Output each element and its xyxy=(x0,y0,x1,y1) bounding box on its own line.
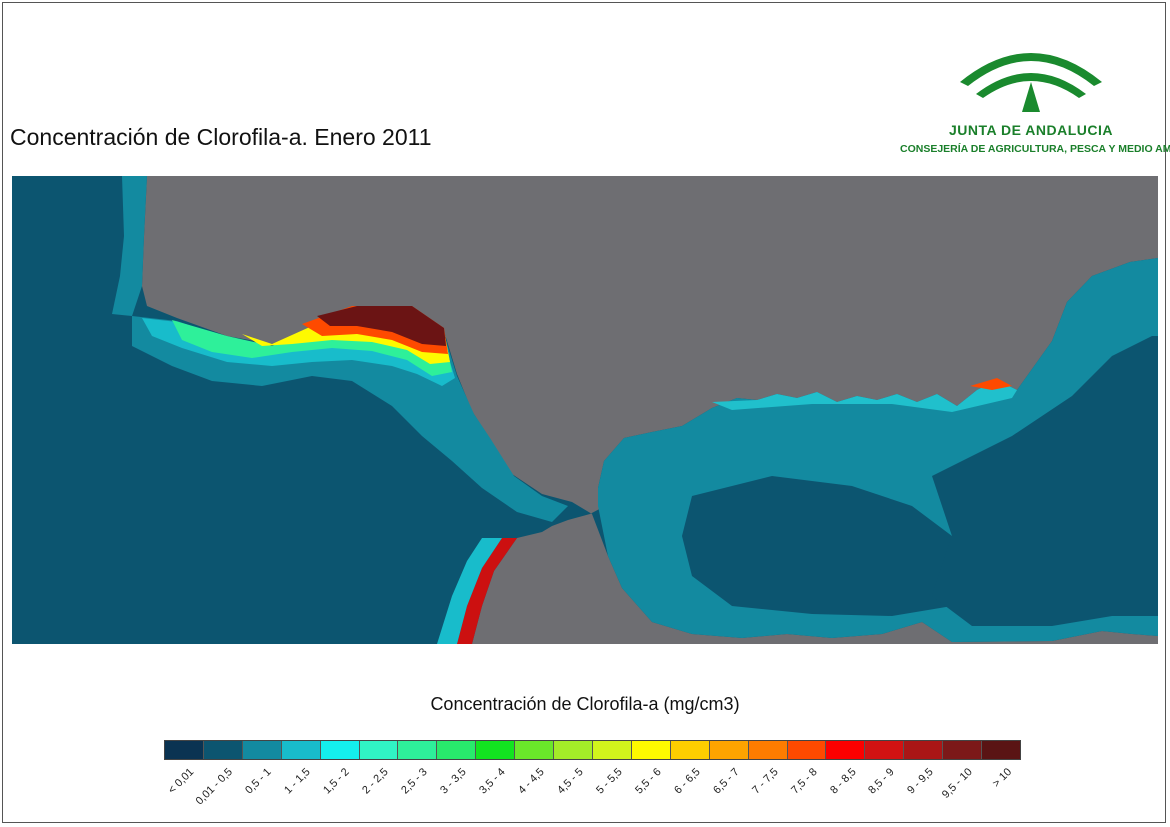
eastern-basin-low xyxy=(932,336,1158,626)
legend-label-text: 7,5 - 8 xyxy=(788,766,820,797)
legend-swatch xyxy=(398,741,438,759)
spanish-med-coast-band xyxy=(712,380,1017,412)
legend-label-text: 3,5 - 4 xyxy=(477,766,508,797)
legend-label-text: 8,5 - 9 xyxy=(866,766,898,797)
legend-swatch xyxy=(437,741,477,759)
legend-label-text: 7 - 7,5 xyxy=(749,766,781,797)
legend-label-text: 2 - 2,5 xyxy=(360,766,391,797)
chlorophyll-map xyxy=(12,176,1158,644)
portugal-coastal-band xyxy=(112,176,147,316)
logo-line2: CONSEJERÍA DE AGRICULTURA, PESCA Y MEDIO… xyxy=(900,143,1170,155)
legend-swatch xyxy=(709,741,749,759)
legend-swatch xyxy=(359,741,399,759)
med-coast-hotspot xyxy=(970,378,1012,390)
legend-swatch xyxy=(943,741,983,759)
morocco-coast-band xyxy=(437,538,502,644)
legend-label-text: < 0,01 xyxy=(165,766,196,797)
legend-label-text: 2,5 - 3 xyxy=(399,766,430,797)
legend-swatch xyxy=(242,741,282,759)
morocco-coast-red xyxy=(457,538,517,644)
legend-swatch xyxy=(203,741,243,759)
legend-swatch xyxy=(826,741,866,759)
legend-label-text: 9,5 - 10 xyxy=(940,766,976,801)
legend-label-text: 0,5 - 1 xyxy=(243,766,274,797)
legend-label-text: 1,5 - 2 xyxy=(321,766,352,797)
legend-swatch xyxy=(787,741,827,759)
legend-label-text: 4 - 4,5 xyxy=(516,766,547,797)
legend-swatch xyxy=(476,741,516,759)
legend-title: Concentración de Clorofila-a (mg/cm3) xyxy=(430,694,740,714)
legend-label-text: 3 - 3,5 xyxy=(438,766,469,797)
legend-label-text: > 10 xyxy=(990,766,1015,790)
alboran-central-low xyxy=(682,476,972,616)
legend-label-text: 9 - 9,5 xyxy=(905,766,937,797)
legend-label-text: 5 - 5,5 xyxy=(593,766,625,797)
legend-swatch xyxy=(515,741,555,759)
legend-swatch xyxy=(904,741,944,759)
legend-swatch xyxy=(670,741,710,759)
legend-swatch xyxy=(320,741,360,759)
legend-swatch xyxy=(865,741,905,759)
legend-color-bar xyxy=(164,740,1021,760)
legend-label-text: 5,5 - 6 xyxy=(632,766,664,797)
legend-swatch xyxy=(281,741,321,759)
legend-swatch xyxy=(592,741,632,759)
legend-label-text: 1 - 1,5 xyxy=(282,766,313,797)
atlantic-coastal-band xyxy=(132,311,568,522)
legend-swatch xyxy=(982,741,1020,759)
land-mass xyxy=(142,176,1158,644)
legend-swatch xyxy=(554,741,593,759)
legend-swatch xyxy=(165,741,204,759)
legend-swatch xyxy=(631,741,671,759)
legend-label-text: 0,01 - 0,5 xyxy=(193,766,235,808)
map-title: Concentración de Clorofila-a. Enero 2011 xyxy=(10,124,432,150)
legend-label-text: 8 - 8,5 xyxy=(827,766,859,797)
legend-swatch xyxy=(748,741,788,759)
legend-label-text: 6 - 6,5 xyxy=(671,766,703,797)
logo-emblem-icon xyxy=(960,53,1102,112)
guadalquivir-high-zone xyxy=(317,306,446,346)
legend-label-text: 6,5 - 7 xyxy=(710,766,742,797)
junta-andalucia-logo: JUNTA DE ANDALUCIA CONSEJERÍA DE AGRICUL… xyxy=(900,30,1170,160)
logo-line1: JUNTA DE ANDALUCIA xyxy=(948,122,1114,138)
legend-label-text: 4,5 - 5 xyxy=(554,766,586,797)
legend-labels: < 0,01 0,01 - 0,5 0,5 - 1 1 - 1,5 1,5 - 2 2 -… xyxy=(164,764,1021,824)
